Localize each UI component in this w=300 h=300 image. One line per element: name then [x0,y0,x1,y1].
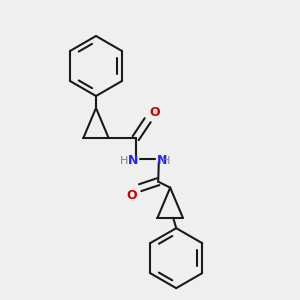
Text: H: H [120,156,128,166]
Text: N: N [128,154,139,167]
Text: N: N [157,154,167,167]
Text: H: H [162,156,170,166]
Text: O: O [149,106,160,119]
Text: O: O [127,189,137,202]
